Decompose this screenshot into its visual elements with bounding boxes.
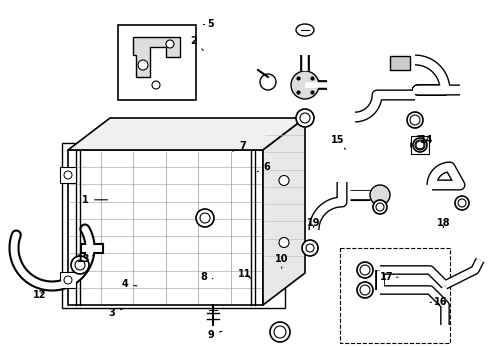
Polygon shape xyxy=(263,118,305,305)
Text: 11: 11 xyxy=(238,269,252,279)
Circle shape xyxy=(64,171,72,179)
Circle shape xyxy=(149,78,163,92)
Circle shape xyxy=(357,282,373,298)
Text: 18: 18 xyxy=(437,218,450,228)
Circle shape xyxy=(376,203,384,211)
Text: 8: 8 xyxy=(200,272,213,282)
Text: 12: 12 xyxy=(32,290,46,300)
Circle shape xyxy=(291,71,319,99)
Circle shape xyxy=(200,213,210,223)
Circle shape xyxy=(196,209,214,227)
Text: 7: 7 xyxy=(233,141,246,151)
Text: 10: 10 xyxy=(275,254,289,268)
Circle shape xyxy=(373,200,387,214)
Circle shape xyxy=(64,276,72,284)
Text: 4: 4 xyxy=(122,279,137,289)
Circle shape xyxy=(270,322,290,342)
Circle shape xyxy=(274,326,286,338)
Circle shape xyxy=(300,113,310,123)
Text: 2: 2 xyxy=(190,36,203,50)
Circle shape xyxy=(416,141,424,149)
Bar xyxy=(68,150,263,305)
Text: 16: 16 xyxy=(430,297,448,307)
Text: 17: 17 xyxy=(380,272,398,282)
Text: 14: 14 xyxy=(419,135,433,149)
Circle shape xyxy=(458,199,466,207)
Text: 19: 19 xyxy=(307,218,320,228)
Circle shape xyxy=(411,136,429,154)
Circle shape xyxy=(296,109,314,127)
Circle shape xyxy=(260,74,276,90)
Circle shape xyxy=(279,176,289,185)
Bar xyxy=(118,25,196,100)
Bar xyxy=(390,56,410,70)
Circle shape xyxy=(138,60,148,70)
Text: 5: 5 xyxy=(203,19,214,30)
Circle shape xyxy=(410,115,420,125)
Bar xyxy=(340,248,450,343)
Circle shape xyxy=(415,140,425,150)
Circle shape xyxy=(279,238,289,248)
Circle shape xyxy=(370,185,390,205)
Circle shape xyxy=(455,196,469,210)
Text: 3: 3 xyxy=(108,308,122,318)
Circle shape xyxy=(306,244,314,252)
Text: 9: 9 xyxy=(207,330,222,340)
Text: 1: 1 xyxy=(82,195,107,205)
Bar xyxy=(62,143,285,308)
Circle shape xyxy=(75,260,85,270)
Circle shape xyxy=(71,256,89,274)
Circle shape xyxy=(413,138,427,152)
Circle shape xyxy=(407,112,423,128)
Polygon shape xyxy=(133,37,180,77)
Circle shape xyxy=(357,262,373,278)
Circle shape xyxy=(166,40,174,48)
Bar xyxy=(60,272,76,288)
Polygon shape xyxy=(68,118,305,150)
Circle shape xyxy=(152,81,160,89)
Text: 15: 15 xyxy=(331,135,345,149)
Circle shape xyxy=(302,240,318,256)
Circle shape xyxy=(360,285,370,295)
Circle shape xyxy=(360,265,370,275)
Ellipse shape xyxy=(296,24,314,36)
Text: 6: 6 xyxy=(257,162,270,172)
Text: 13: 13 xyxy=(76,254,93,264)
Bar xyxy=(411,136,429,154)
Bar xyxy=(60,167,76,183)
